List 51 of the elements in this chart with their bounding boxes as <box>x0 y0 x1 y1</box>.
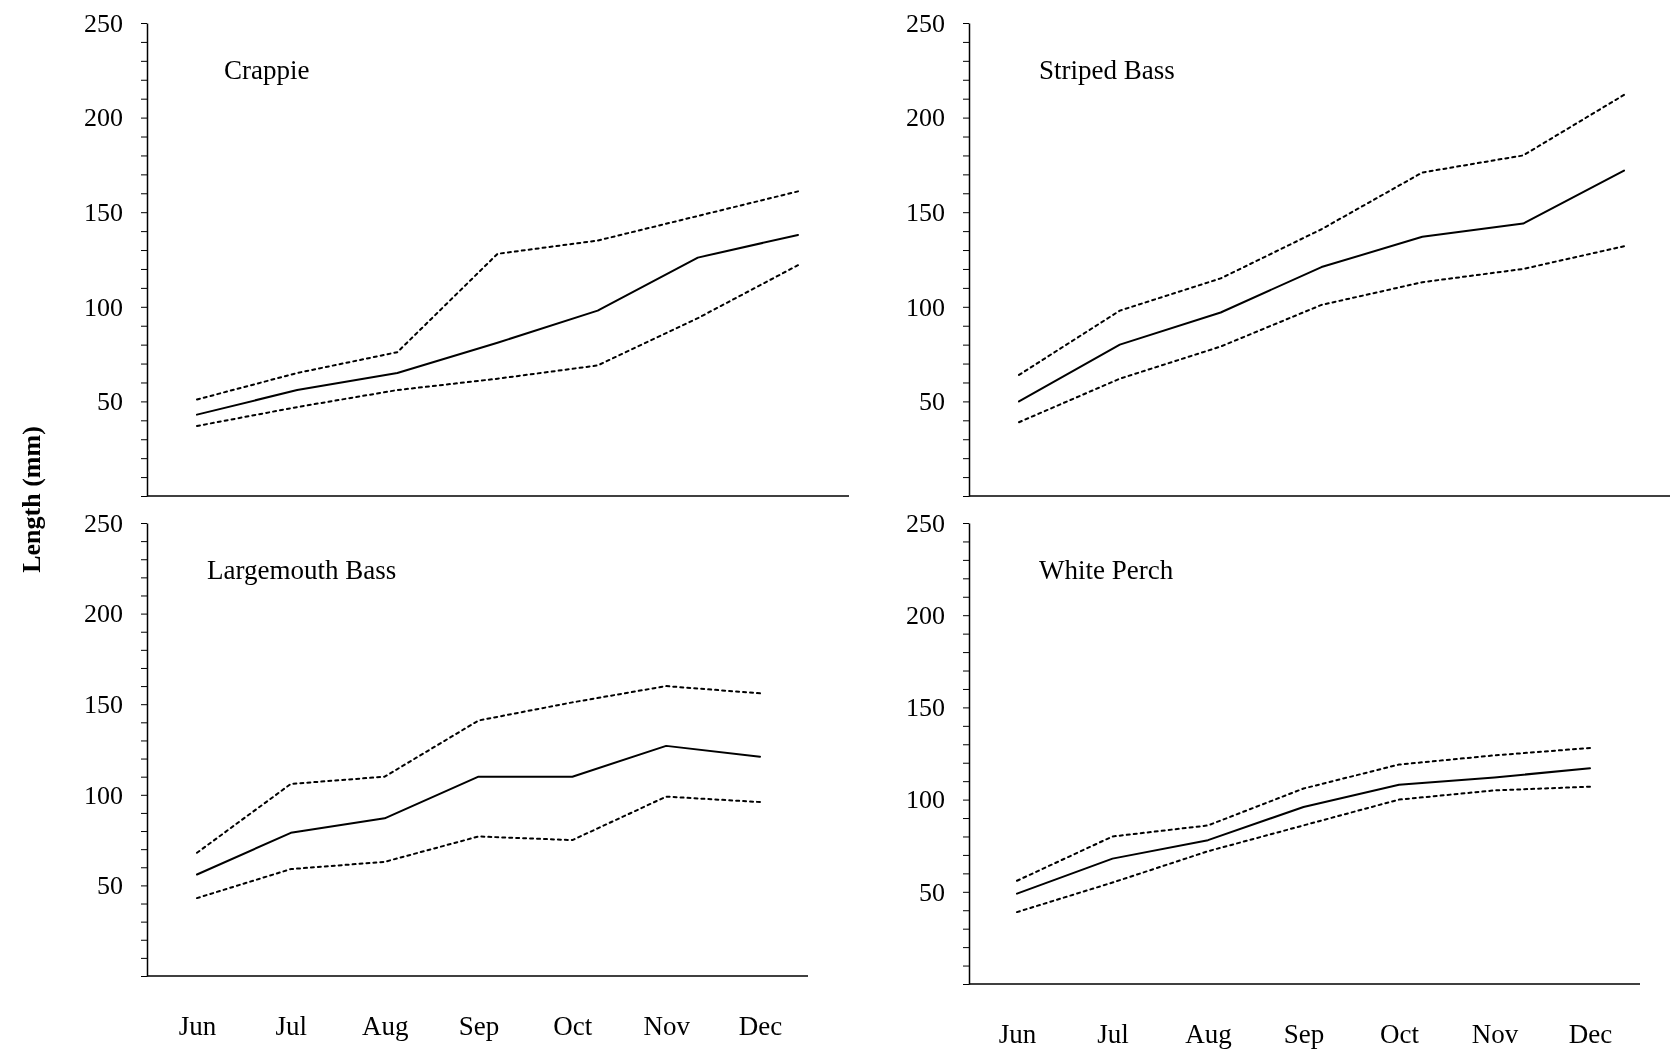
y-tick-label: 150 <box>84 198 123 228</box>
text: Crappie <box>224 55 310 85</box>
x-tick-label: Aug <box>361 1011 409 1042</box>
line-series <box>1018 245 1625 424</box>
y-tick-label: 250 <box>84 508 123 538</box>
y-tick-label: 50 <box>97 387 123 417</box>
y-tick-label: 250 <box>906 8 945 38</box>
y-tick-label: 150 <box>906 693 945 723</box>
y-tick-label: 200 <box>84 103 123 133</box>
y-tick-label: 200 <box>906 601 945 631</box>
line-series <box>196 264 799 427</box>
y-tick-label: 150 <box>906 198 945 228</box>
line-series <box>196 795 761 900</box>
x-tick-label: Dec <box>1568 1019 1613 1050</box>
x-tick-label: Nov <box>1471 1019 1519 1050</box>
line-series <box>196 233 799 416</box>
line-series <box>196 744 761 876</box>
y-tick-label: 50 <box>919 877 945 907</box>
line-series <box>1016 746 1591 882</box>
line-series <box>1016 767 1591 895</box>
y-tick-label: 50 <box>919 387 945 417</box>
x-tick-label: Sep <box>458 1011 500 1042</box>
y-tick-label: 100 <box>906 785 945 815</box>
x-tick-label: Oct <box>1380 1019 1420 1050</box>
line-series <box>1016 785 1591 914</box>
x-tick-label: Jun <box>998 1019 1037 1050</box>
y-tick-label: 250 <box>906 508 945 538</box>
y-tick-label: 50 <box>97 871 123 901</box>
line-series <box>196 190 799 401</box>
y-tick-label: 100 <box>84 292 123 322</box>
line-series <box>1018 169 1625 403</box>
y-tick-label: 150 <box>84 690 123 720</box>
x-tick-label: Oct <box>553 1011 593 1042</box>
text: White Perch <box>1039 555 1174 585</box>
x-tick-label: Sep <box>1283 1019 1325 1050</box>
x-tick-label: Jun <box>178 1011 217 1042</box>
x-tick-label: Dec <box>738 1011 783 1042</box>
line-series <box>1018 93 1625 376</box>
y-tick-label: 200 <box>906 103 945 133</box>
text: Striped Bass <box>1039 55 1175 85</box>
y-tick-label: 100 <box>906 292 945 322</box>
x-tick-label: Jul <box>1097 1019 1129 1050</box>
x-tick-label: Jul <box>275 1011 308 1042</box>
line-series <box>196 685 761 854</box>
x-tick-label: Nov <box>643 1011 691 1042</box>
x-tick-label: Aug <box>1185 1019 1232 1050</box>
y-tick-label: 250 <box>84 8 123 38</box>
text: Largemouth Bass <box>207 555 397 585</box>
y-tick-label: 100 <box>84 780 123 810</box>
y-tick-label: 200 <box>84 599 123 629</box>
y-axis-title: Length (mm) <box>17 426 46 573</box>
